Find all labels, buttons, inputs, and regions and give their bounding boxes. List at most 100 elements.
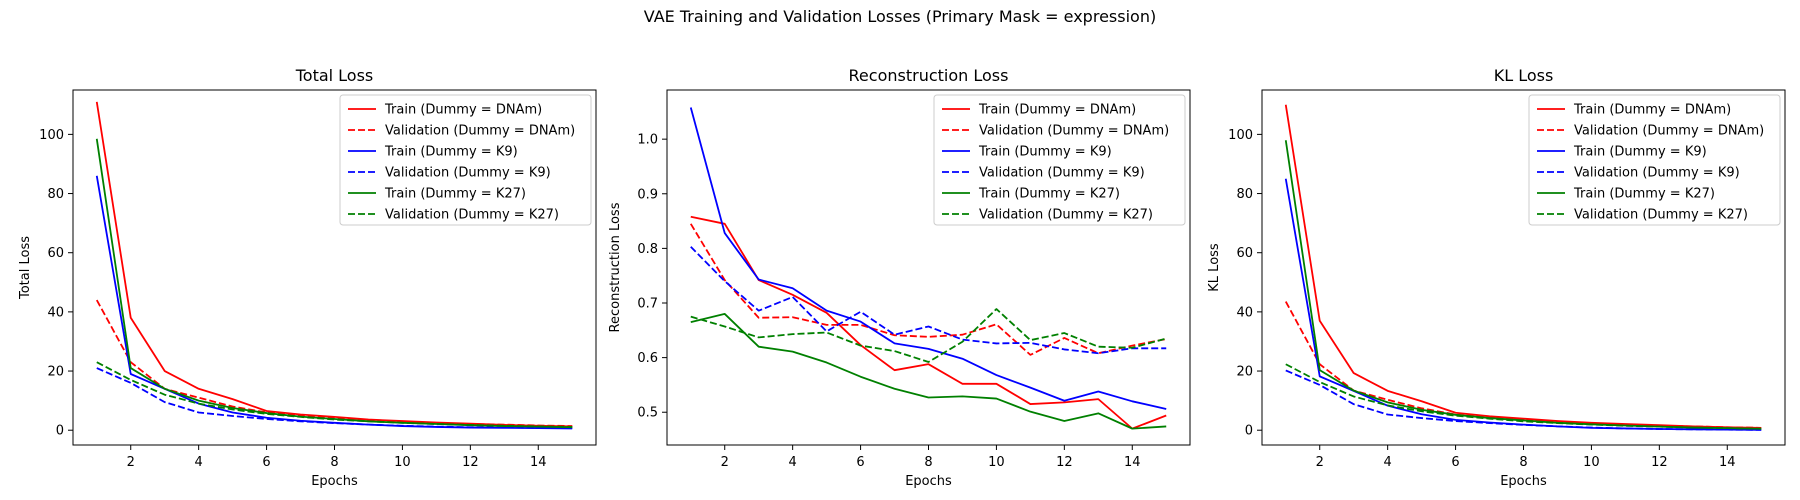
legend-label: Train (Dummy = K9) <box>978 145 1112 160</box>
legend-entry: Train (Dummy = K27) <box>1537 187 1715 202</box>
x-tick-label: 12 <box>1651 455 1668 470</box>
legend-entry: Validation (Dummy = DNAm) <box>348 124 575 139</box>
x-tick-label: 4 <box>195 455 203 470</box>
x-tick-label: 8 <box>330 455 338 470</box>
subplot-title: Total Loss <box>295 66 374 85</box>
y-tick-label: 40 <box>1236 305 1253 320</box>
y-tick-label: 100 <box>1228 128 1253 143</box>
legend-label: Train (Dummy = K9) <box>1573 145 1707 160</box>
x-tick-label: 12 <box>462 455 479 470</box>
legend: Train (Dummy = DNAm) Validation (Dummy = … <box>1528 94 1781 226</box>
y-tick-label: 0.9 <box>637 187 658 202</box>
x-tick-label: 14 <box>1124 455 1141 470</box>
series-line-2 <box>689 223 1167 356</box>
series-line-2 <box>95 299 573 427</box>
legend-label: Validation (Dummy = K9) <box>979 166 1145 181</box>
legend-label: Train (Dummy = K27) <box>978 187 1120 202</box>
x-tick-label: 2 <box>721 455 729 470</box>
y-tick-label: 20 <box>1236 365 1253 380</box>
x-tick-label: 8 <box>924 455 932 470</box>
legend-label: Train (Dummy = DNAm) <box>384 103 542 118</box>
legend-entry: Validation (Dummy = DNAm) <box>1537 124 1764 139</box>
legend-entry: Train (Dummy = DNAm) <box>348 103 542 118</box>
x-tick-label: 10 <box>988 455 1005 470</box>
x-tick-label: 8 <box>1519 455 1527 470</box>
x-tick-label: 14 <box>530 455 547 470</box>
y-tick-label: 0.5 <box>637 406 658 421</box>
y-tick-label: 1.0 <box>637 133 658 148</box>
y-tick-label: 80 <box>47 187 64 202</box>
legend: Train (Dummy = DNAm) Validation (Dummy = … <box>933 94 1186 226</box>
legend-entry: Validation (Dummy = K9) <box>348 166 551 181</box>
y-axis-label: KL Loss <box>1207 243 1222 292</box>
legend-entry: Validation (Dummy = K9) <box>942 166 1145 181</box>
y-tick-label: 60 <box>1236 246 1253 261</box>
subplot-title: Reconstruction Loss <box>849 66 1009 85</box>
y-axis-label: Reconstruction Loss <box>608 202 623 332</box>
series-line-6 <box>96 361 573 428</box>
x-tick-label: 10 <box>1583 455 1600 470</box>
series-line-2 <box>1284 301 1762 429</box>
x-tick-label: 14 <box>1719 455 1736 470</box>
series-lines <box>689 107 1167 430</box>
legend-label: Validation (Dummy = K9) <box>1574 166 1740 181</box>
x-tick-label: 4 <box>789 455 797 470</box>
legend-label: Validation (Dummy = DNAm) <box>979 124 1169 139</box>
subplot-2: Reconstruction Loss 2 4 6 8 10 12 14 0.5 0.6 0.7 0.… <box>608 66 1191 489</box>
legend-entry: Validation (Dummy = K27) <box>1537 208 1748 223</box>
series-line-3 <box>689 107 1167 410</box>
x-axis-label: Epochs <box>1500 474 1547 489</box>
y-tick-label: 0.7 <box>637 297 658 312</box>
figure-suptitle: VAE Training and Validation Losses (Prim… <box>644 7 1156 26</box>
legend-entry: Train (Dummy = DNAm) <box>942 103 1136 118</box>
legend-entry: Validation (Dummy = K9) <box>1537 166 1740 181</box>
legend-frame <box>933 94 1186 226</box>
legend-entry: Train (Dummy = K9) <box>1537 145 1707 160</box>
subplot-3: KL Loss 2 4 6 8 10 12 14 0 20 40 60 80 100 Epochs KL Lo… <box>1207 66 1786 489</box>
series-line-4 <box>1285 369 1762 431</box>
series-line-4 <box>690 246 1167 355</box>
series-line-6 <box>690 308 1167 363</box>
x-tick-label: 4 <box>1384 455 1392 470</box>
x-tick-label: 10 <box>394 455 411 470</box>
series-lines <box>95 101 573 430</box>
legend-entry: Validation (Dummy = DNAm) <box>942 124 1169 139</box>
legend-entry: Train (Dummy = K9) <box>942 145 1112 160</box>
y-tick-label: 40 <box>47 305 64 320</box>
series-line-6 <box>1285 363 1762 430</box>
legend-entry: Train (Dummy = K27) <box>348 187 526 202</box>
y-axis-label: Total Loss <box>18 236 33 300</box>
legend-label: Train (Dummy = K9) <box>384 145 518 160</box>
legend-label: Validation (Dummy = DNAm) <box>385 124 575 139</box>
legend-label: Train (Dummy = DNAm) <box>1573 103 1731 118</box>
legend-label: Train (Dummy = K27) <box>1573 187 1715 202</box>
x-axis-label: Epochs <box>311 474 358 489</box>
x-tick-label: 6 <box>856 455 864 470</box>
x-tick-label: 6 <box>262 455 270 470</box>
legend-entry: Validation (Dummy = K27) <box>348 208 559 223</box>
x-tick-label: 2 <box>127 455 135 470</box>
subplot-title: KL Loss <box>1494 66 1554 85</box>
legend-label: Validation (Dummy = K9) <box>385 166 551 181</box>
series-lines <box>1284 104 1762 431</box>
series-line-5 <box>690 313 1167 430</box>
legend-label: Validation (Dummy = DNAm) <box>1574 124 1764 139</box>
legend-entry: Train (Dummy = K27) <box>942 187 1120 202</box>
y-tick-label: 80 <box>1236 187 1253 202</box>
legend-entry: Validation (Dummy = K27) <box>942 208 1153 223</box>
legend-label: Validation (Dummy = K27) <box>385 208 559 223</box>
y-tick-label: 20 <box>47 365 64 380</box>
y-tick-label: 0 <box>56 424 64 439</box>
legend-label: Validation (Dummy = K27) <box>1574 208 1748 223</box>
y-tick-label: 60 <box>47 246 64 261</box>
legend-frame <box>339 94 592 226</box>
y-tick-label: 0.8 <box>637 242 658 257</box>
x-tick-label: 6 <box>1451 455 1459 470</box>
y-tick-label: 100 <box>39 128 64 143</box>
legend-frame <box>1528 94 1781 226</box>
x-tick-label: 2 <box>1316 455 1324 470</box>
x-tick-label: 12 <box>1056 455 1073 470</box>
series-line-1 <box>690 215 1167 430</box>
legend-entry: Train (Dummy = DNAm) <box>1537 103 1731 118</box>
